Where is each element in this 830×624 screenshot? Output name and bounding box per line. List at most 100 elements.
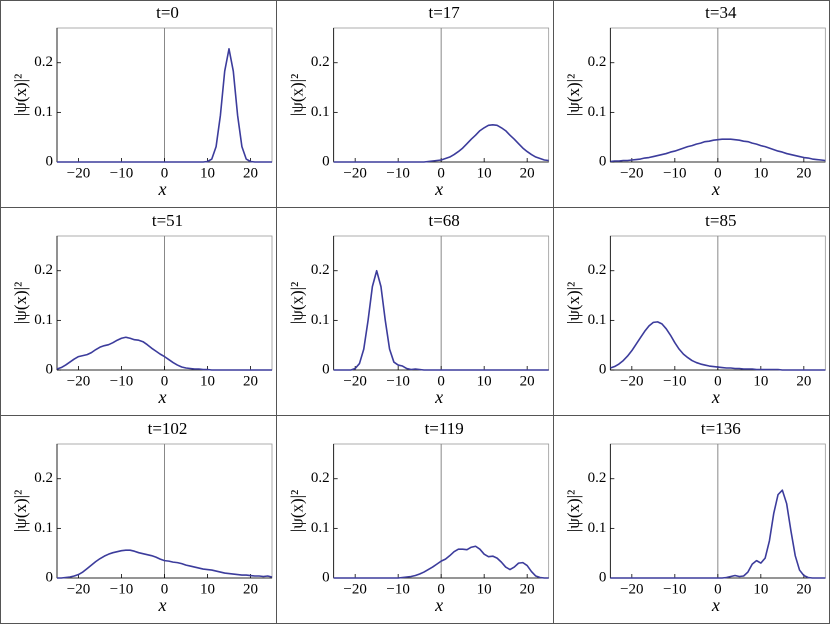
x-axis-label: x (434, 595, 443, 615)
x-axis-label: x (434, 179, 443, 199)
y-tick-label: 0 (599, 361, 607, 377)
x-axis-label: x (158, 595, 167, 615)
x-tick-label: 0 (437, 165, 445, 181)
y-tick-label: 0 (46, 153, 54, 169)
y-axis-label: |ψ(x)|² (11, 74, 30, 116)
x-tick-label: 10 (753, 373, 768, 389)
y-tick-label: 0.1 (588, 520, 607, 536)
y-tick-label: 0.1 (34, 312, 53, 328)
chart-title: t=85 (705, 211, 736, 230)
chart-title: t=17 (429, 3, 461, 22)
y-tick-label: 0 (599, 569, 607, 585)
x-tick-label: 0 (161, 581, 169, 597)
y-tick-label: 0.2 (311, 54, 330, 70)
y-tick-label: 0 (599, 153, 607, 169)
y-tick-label: 0.2 (34, 262, 53, 278)
x-tick-label: −20 (343, 581, 366, 597)
x-tick-label: 0 (714, 373, 722, 389)
data-line (57, 549, 273, 579)
x-tick-label: 10 (200, 581, 215, 597)
x-tick-label: 20 (520, 373, 535, 389)
data-line (333, 269, 549, 371)
y-tick-label: 0.2 (588, 54, 607, 70)
x-axis-label: x (434, 387, 443, 407)
x-tick-label: 0 (161, 165, 169, 181)
x-tick-label: −20 (67, 165, 90, 181)
x-tick-label: −10 (386, 581, 409, 597)
y-tick-label: 0.1 (311, 104, 330, 120)
x-tick-label: −10 (110, 373, 133, 389)
x-tick-label: 20 (243, 373, 258, 389)
y-tick-label: 0.2 (311, 262, 330, 278)
x-tick-label: −10 (110, 581, 133, 597)
x-axis-label: x (158, 179, 167, 199)
chart-title: t=51 (152, 211, 183, 230)
x-tick-label: 20 (796, 165, 811, 181)
x-tick-label: 0 (161, 373, 169, 389)
y-axis-label: |ψ(x)|² (11, 282, 30, 324)
x-axis-label: x (711, 595, 720, 615)
x-tick-label: 20 (243, 581, 258, 597)
x-axis-label: x (711, 387, 720, 407)
x-tick-label: 10 (477, 373, 492, 389)
y-tick-label: 0.1 (311, 312, 330, 328)
x-tick-label: 0 (437, 373, 445, 389)
data-line (610, 489, 826, 579)
x-axis-label: x (158, 387, 167, 407)
x-tick-label: 10 (200, 165, 215, 181)
x-tick-label: −10 (663, 581, 686, 597)
x-tick-label: −20 (67, 373, 90, 389)
y-tick-label: 0.2 (588, 470, 607, 486)
data-line (333, 123, 549, 163)
data-line (610, 321, 826, 371)
x-tick-label: 10 (200, 373, 215, 389)
x-tick-label: 10 (477, 581, 492, 597)
x-tick-label: 20 (796, 581, 811, 597)
y-axis-label: |ψ(x)|² (564, 74, 583, 116)
x-tick-label: 10 (477, 165, 492, 181)
chart-title: t=0 (156, 3, 179, 22)
x-tick-label: −20 (343, 165, 366, 181)
y-tick-label: 0 (322, 361, 330, 377)
data-line (610, 138, 826, 163)
x-tick-label: 20 (520, 581, 535, 597)
x-tick-label: −20 (620, 581, 643, 597)
y-tick-label: 0 (46, 569, 54, 585)
y-tick-label: 0 (46, 361, 54, 377)
x-tick-label: −10 (110, 165, 133, 181)
y-axis-label: |ψ(x)|² (564, 282, 583, 324)
y-tick-label: 0.1 (34, 104, 53, 120)
y-tick-label: 0.2 (34, 54, 53, 70)
x-tick-label: −20 (67, 581, 90, 597)
y-axis-label: |ψ(x)|² (288, 282, 307, 324)
y-tick-label: 0.2 (311, 470, 330, 486)
x-tick-label: 20 (520, 165, 535, 181)
chart-title: t=136 (701, 419, 741, 438)
data-line (333, 545, 549, 579)
chart-title: t=119 (425, 419, 464, 438)
y-axis-label: |ψ(x)|² (11, 490, 30, 532)
x-tick-label: 0 (714, 165, 722, 181)
y-tick-label: 0.2 (34, 470, 53, 486)
x-tick-label: −10 (663, 373, 686, 389)
x-tick-label: −20 (620, 373, 643, 389)
x-tick-label: 0 (714, 581, 722, 597)
x-tick-label: 20 (796, 373, 811, 389)
chart-title: t=102 (148, 419, 188, 438)
x-tick-label: −20 (620, 165, 643, 181)
x-tick-label: −10 (663, 165, 686, 181)
y-tick-label: 0 (322, 153, 330, 169)
chart-title: t=68 (429, 211, 460, 230)
x-tick-label: 20 (243, 165, 258, 181)
x-axis-label: x (711, 179, 720, 199)
y-tick-label: 0.1 (34, 520, 53, 536)
y-tick-label: 0.2 (588, 262, 607, 278)
y-tick-label: 0.1 (588, 104, 607, 120)
y-tick-label: 0.1 (311, 520, 330, 536)
y-axis-label: |ψ(x)|² (564, 490, 583, 532)
x-tick-label: −20 (343, 373, 366, 389)
x-tick-label: −10 (386, 165, 409, 181)
y-tick-label: 0 (322, 569, 330, 585)
data-line (56, 336, 272, 371)
